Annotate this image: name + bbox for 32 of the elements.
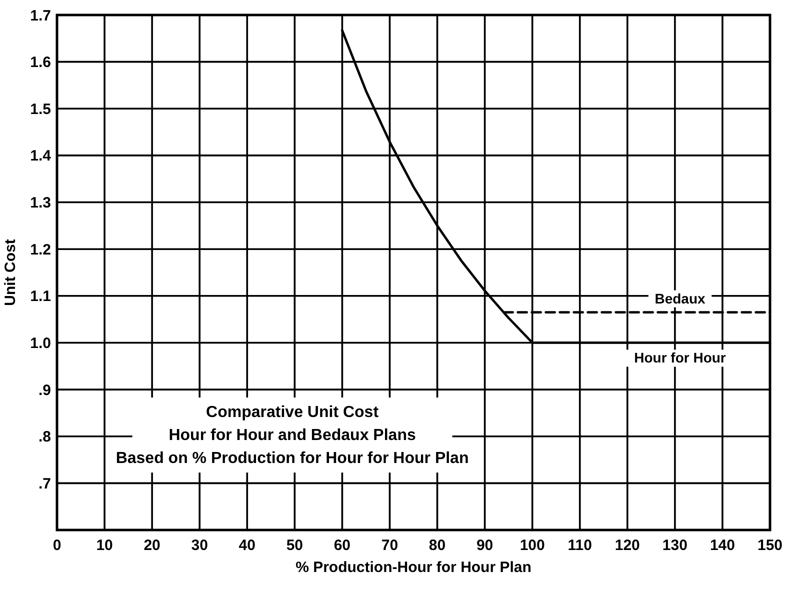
y-tick-label: 1.1: [30, 288, 51, 306]
annotation: Comparative Unit Cost Hour for Hour and Bedaux Plans Based on % Production for Hour for Hour Plan: [116, 404, 469, 468]
y-tick-label: .8: [38, 428, 51, 446]
y-tick-label: 1.6: [30, 54, 51, 72]
x-tick-label: 70: [381, 537, 398, 554]
x-tick-label: 100: [520, 537, 545, 554]
y-tick-label: 1.7: [30, 7, 51, 24]
x-tick-label: 110: [568, 537, 592, 554]
y-tick-label: 1.5: [30, 100, 51, 118]
x-tick-label: 80: [428, 537, 446, 554]
x-tick-label: 150: [757, 537, 783, 554]
y-tick-label: 1.0: [30, 334, 51, 352]
x-tick-label: 40: [238, 537, 256, 554]
x-tick-label: 0: [52, 537, 62, 554]
series-label: Bedaux: [654, 290, 706, 306]
series-label: Hour for Hour: [634, 350, 726, 366]
y-tick-label: 1.4: [30, 148, 52, 165]
y-tick-label: 1.2: [30, 241, 51, 258]
y-tick-label: 1.3: [30, 194, 51, 212]
x-tick-label: 10: [96, 537, 113, 554]
x-tick-label: 30: [191, 537, 208, 554]
x-axis-title: % Production-Hour for Hour Plan: [296, 559, 532, 576]
x-tick-label: 120: [614, 537, 640, 554]
y-axis-title: Unit Cost: [2, 239, 19, 306]
y-tick-label: .9: [38, 382, 51, 399]
x-tick-label: 140: [710, 537, 735, 554]
x-tick-label: 130: [662, 537, 688, 554]
x-tick-label: 90: [476, 537, 494, 554]
x-tick-label: 60: [334, 537, 351, 554]
y-tick-label: .7: [38, 475, 51, 492]
x-tick-label: 50: [286, 537, 304, 554]
x-tick-label: 20: [144, 537, 160, 554]
